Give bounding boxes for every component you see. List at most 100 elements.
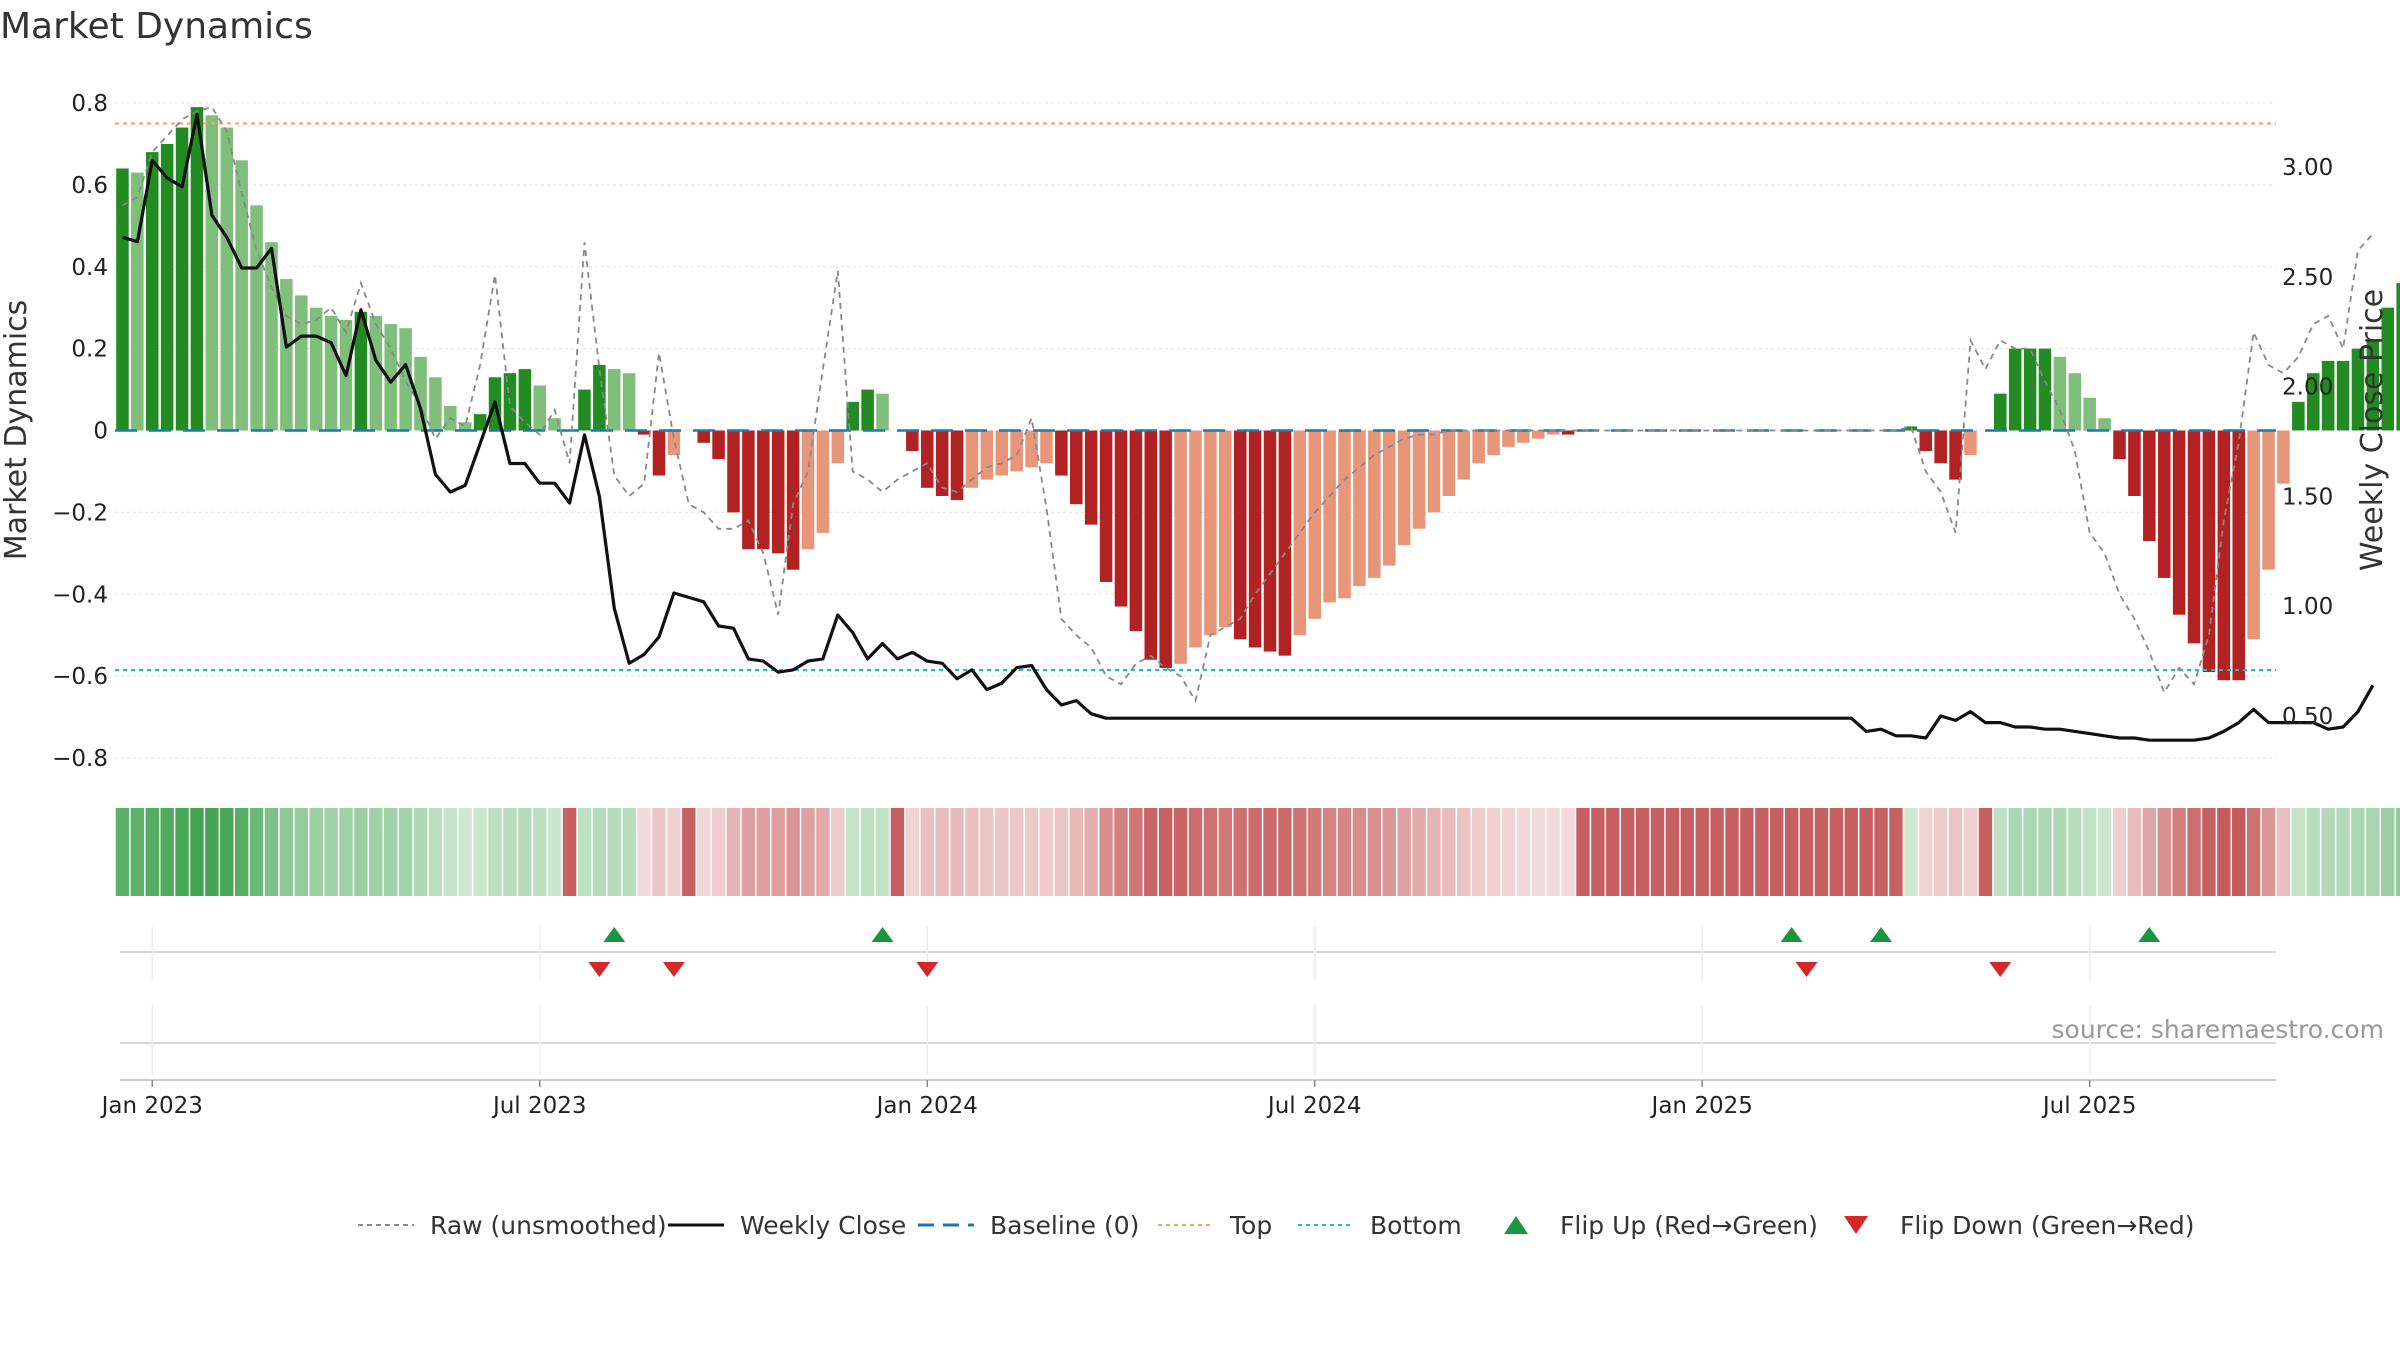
dynamics-bar xyxy=(1502,430,1515,447)
heat-cell xyxy=(1486,808,1501,896)
heat-cell xyxy=(428,808,443,896)
dynamics-bar xyxy=(265,242,278,431)
dynamics-bar xyxy=(1994,393,2007,431)
heat-cell xyxy=(1114,808,1128,896)
heat-cell xyxy=(1233,808,1247,896)
dynamics-bar xyxy=(1546,430,1560,435)
heat-cell xyxy=(1606,808,1620,896)
dynamics-bar xyxy=(205,115,219,431)
dynamics-bar xyxy=(2023,348,2037,431)
legend-label: Flip Down (Green→Red) xyxy=(1900,1211,2195,1240)
dynamics-bar xyxy=(2113,430,2126,460)
dynamics-bar xyxy=(1084,430,1098,525)
heat-cell xyxy=(1993,808,2007,896)
heat-cell xyxy=(1576,808,1590,896)
heat-cell xyxy=(2083,808,2097,896)
heat-cell xyxy=(1039,808,1054,896)
heat-cell xyxy=(1829,808,1844,896)
heat-cell xyxy=(1278,808,1292,896)
heat-cell xyxy=(1695,808,1709,896)
heat-cell xyxy=(562,808,577,896)
heat-cell xyxy=(1650,808,1665,896)
heat-cell xyxy=(875,808,890,896)
legend-flip-down-swatch xyxy=(1844,1216,1868,1234)
legend-item: Bottom xyxy=(1298,1211,1462,1240)
heat-cell xyxy=(2202,808,2216,896)
dynamics-bar xyxy=(1323,430,1336,603)
dynamics-bar xyxy=(2292,401,2305,431)
dynamics-bar xyxy=(1532,430,1545,439)
heat-cell xyxy=(1561,808,1575,896)
dynamics-bar xyxy=(1561,430,1575,435)
flip-down-marker xyxy=(916,962,939,977)
heat-cell xyxy=(1814,808,1829,896)
heat-cell xyxy=(2276,808,2291,896)
dynamics-bar xyxy=(280,279,293,431)
series-lines xyxy=(122,106,2375,742)
heat-cell xyxy=(1501,808,1516,896)
heat-cell xyxy=(2246,808,2261,896)
heat-cell xyxy=(1427,808,1441,896)
dynamics-bar xyxy=(757,430,770,550)
dynamics-bar xyxy=(2351,348,2365,431)
heat-cell xyxy=(1799,808,1814,896)
dynamics-bar xyxy=(250,205,263,431)
x-tick-labels: Jan 2023 Jul 2023 Jan 2024 Jul 2024 Jan 2025… xyxy=(100,1080,2137,1119)
heat-cell xyxy=(1054,808,1069,896)
dynamics-bar xyxy=(1248,430,1262,648)
heat-cell xyxy=(1024,808,1039,896)
heat-cell xyxy=(1680,808,1695,896)
legend-label: Top xyxy=(1229,1211,1272,1240)
y-tick-label: −0.4 xyxy=(52,582,108,608)
heat-cell xyxy=(115,808,130,896)
dynamics-bar xyxy=(473,414,487,431)
heat-cell xyxy=(1009,808,1024,896)
heat-cell xyxy=(1129,808,1143,896)
x-tick-label: Jul 2024 xyxy=(1266,1093,1362,1119)
dynamics-bar xyxy=(2262,430,2275,570)
legend-item: Flip Up (Red→Green) xyxy=(1504,1211,1818,1240)
flip-up-marker xyxy=(1780,927,1803,942)
dynamics-bar xyxy=(1040,430,1053,464)
heat-cell xyxy=(2351,808,2365,896)
y-tick-label: 0.2 xyxy=(71,337,108,363)
dynamics-bar xyxy=(2053,356,2067,431)
heat-cell xyxy=(1620,808,1635,896)
dynamics-bar xyxy=(786,430,800,570)
legend-label: Bottom xyxy=(1370,1211,1462,1240)
dynamics-bar xyxy=(935,430,949,496)
heat-cell xyxy=(473,808,487,896)
heat-cell xyxy=(2068,808,2082,896)
heat-cell xyxy=(2038,808,2052,896)
heat-cell xyxy=(1442,808,1456,896)
dynamics-bar xyxy=(667,430,681,456)
dynamics-bar xyxy=(145,152,159,431)
heat-cell xyxy=(443,808,458,896)
source-note: source: sharemaestro.com xyxy=(2052,1015,2385,1044)
dynamics-bar xyxy=(1278,430,1292,656)
heat-cell xyxy=(995,808,1009,896)
dynamics-bar xyxy=(190,107,204,431)
heat-cell xyxy=(1963,808,1978,896)
heat-cell xyxy=(1158,808,1173,896)
heat-cell xyxy=(622,808,636,896)
dynamics-bar xyxy=(2008,348,2022,431)
regime-heat-strip xyxy=(115,808,2400,896)
dynamics-bar xyxy=(295,295,308,431)
dynamics-bar xyxy=(1204,430,1217,636)
dynamics-bar xyxy=(1189,430,1202,648)
heat-cell xyxy=(234,808,249,896)
dynamics-bar xyxy=(906,430,919,451)
y-axis-title: Market Dynamics xyxy=(0,300,34,561)
y2-tick-label: 3.00 xyxy=(2282,155,2333,181)
flip-down-marker xyxy=(1989,962,2012,977)
dynamics-bar xyxy=(1487,430,1500,456)
dynamics-bar xyxy=(1099,430,1113,582)
x-tick-label: Jan 2024 xyxy=(875,1093,978,1119)
dynamics-bar xyxy=(1919,430,1933,451)
y-tick-label: −0.6 xyxy=(52,664,108,690)
heat-cell xyxy=(2217,808,2231,896)
heat-cell xyxy=(413,808,428,896)
dynamics-bar xyxy=(876,393,889,431)
dynamics-bar xyxy=(950,430,964,501)
